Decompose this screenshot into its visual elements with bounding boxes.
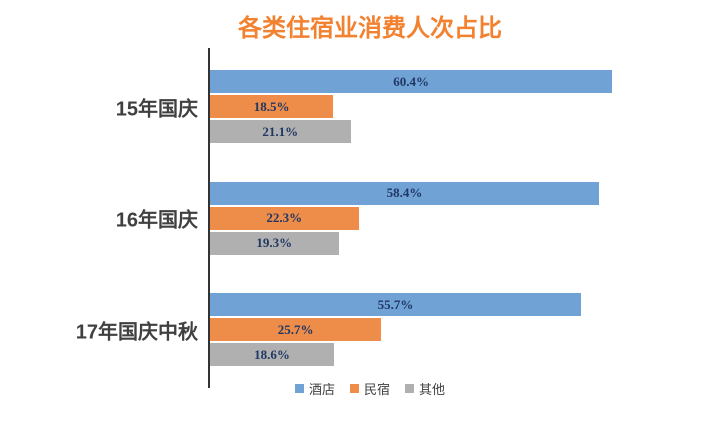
bar-value-label: 22.3%: [266, 210, 303, 225]
bar-value-label: 25.7%: [277, 321, 314, 337]
bar-value-label: 21.1%: [262, 123, 299, 139]
bar-value-label: 55.7%: [377, 296, 414, 312]
bar-value-label: 60.4%: [393, 73, 429, 89]
legend: 酒店 民宿 其他: [21, 379, 719, 398]
bar-value-label: 58.4%: [386, 185, 423, 200]
legend-label: 酒店: [308, 382, 335, 397]
bar-group: 55.7% 25.7% 18.6%: [210, 293, 715, 366]
legend-label: 民宿: [363, 382, 390, 397]
legend-swatch: [349, 384, 359, 393]
bar: 55.7%: [210, 293, 581, 316]
bar: 25.7%: [210, 318, 382, 341]
bar: 18.5%: [210, 95, 334, 118]
bar: 19.3%: [210, 231, 339, 255]
bar: 58.4%: [210, 181, 599, 205]
bar-value-label: 18.6%: [254, 346, 290, 362]
legend-swatch: [405, 384, 414, 393]
bar: 18.6%: [210, 343, 334, 366]
plot-area: 60.4% 18.5% 21.1% 58.4% 22.3% 19.3% 55.7% 25.7%…: [208, 48, 715, 388]
chart-title: 各类住宿业消费人次占比: [238, 15, 502, 42]
bar: 21.1%: [210, 120, 351, 143]
bar-group: 58.4% 22.3% 19.3%: [210, 181, 715, 255]
category-label: 16年国庆: [115, 209, 198, 232]
bar-value-label: 19.3%: [256, 235, 293, 250]
bar: 22.3%: [210, 206, 359, 230]
bar: 60.4%: [210, 70, 613, 93]
legend-item: 其他: [405, 379, 445, 398]
legend-label: 其他: [419, 382, 446, 397]
legend-item: 酒店: [294, 379, 335, 398]
legend-item: 民宿: [349, 379, 390, 398]
category-label: 15年国庆: [115, 98, 198, 120]
legend-swatch: [294, 384, 304, 393]
bar-value-label: 18.5%: [253, 98, 290, 114]
bar-group: 60.4% 18.5% 21.1%: [210, 70, 715, 143]
category-label: 17年国庆中秋: [75, 321, 198, 343]
